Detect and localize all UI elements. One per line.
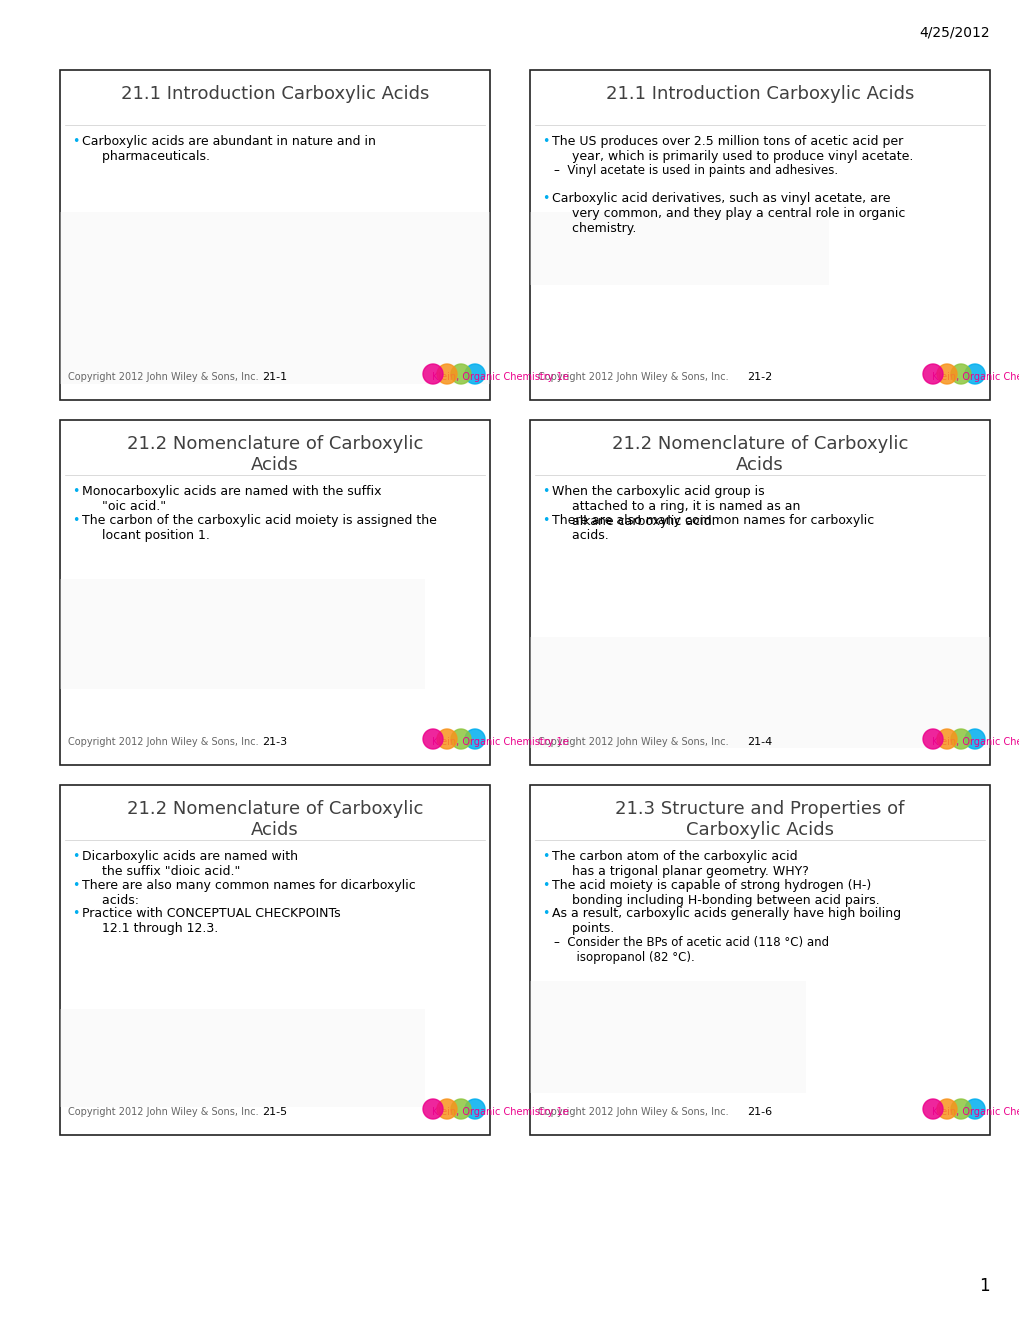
Text: 21.1 Introduction Carboxylic Acids: 21.1 Introduction Carboxylic Acids [120,84,429,103]
Circle shape [450,1100,471,1119]
FancyBboxPatch shape [60,785,489,1135]
Text: •: • [541,850,549,863]
Text: 1: 1 [978,1276,989,1295]
FancyBboxPatch shape [530,420,989,766]
Text: •: • [72,484,79,498]
Text: Carboxylic acid derivatives, such as vinyl acetate, are
     very common, and th: Carboxylic acid derivatives, such as vin… [551,193,905,235]
Text: •: • [72,850,79,863]
Text: –  Vinyl acetate is used in paints and adhesives.: – Vinyl acetate is used in paints and ad… [553,164,838,177]
Text: 21-6: 21-6 [747,1107,771,1117]
Text: Carboxylic acids are abundant in nature and in
     pharmaceuticals.: Carboxylic acids are abundant in nature … [82,135,376,162]
Text: Monocarboxylic acids are named with the suffix
     "oic acid.": Monocarboxylic acids are named with the … [82,484,381,513]
Text: 21.1 Introduction Carboxylic Acids: 21.1 Introduction Carboxylic Acids [605,84,913,103]
Circle shape [465,364,484,384]
Bar [530,213,828,285]
Text: Klein, Organic Chemistry 1e: Klein, Organic Chemistry 1e [931,1107,1019,1117]
Text: The carbon atom of the carboxylic acid
     has a trigonal planar geometry. WHY?: The carbon atom of the carboxylic acid h… [551,850,808,878]
Text: When the carboxylic acid group is
     attached to a ring, it is named as an
   : When the carboxylic acid group is attach… [551,484,800,528]
Text: •: • [541,135,549,148]
FancyBboxPatch shape [60,420,489,766]
FancyBboxPatch shape [530,785,989,1135]
Text: 21.2 Nomenclature of Carboxylic
Acids: 21.2 Nomenclature of Carboxylic Acids [126,800,423,838]
FancyBboxPatch shape [60,70,489,400]
Text: The carbon of the carboxylic acid moiety is assigned the
     locant position 1.: The carbon of the carboxylic acid moiety… [82,513,436,541]
FancyBboxPatch shape [530,70,989,400]
Text: •: • [72,513,79,527]
Circle shape [436,1100,457,1119]
Circle shape [936,364,956,384]
Text: 21-2: 21-2 [747,372,771,381]
Circle shape [950,364,970,384]
Circle shape [950,729,970,748]
Text: •: • [541,879,549,891]
Text: Klein, Organic Chemistry 1e: Klein, Organic Chemistry 1e [931,372,1019,381]
Bar [60,213,489,384]
Text: •: • [541,193,549,205]
Text: Copyright 2012 John Wiley & Sons, Inc.: Copyright 2012 John Wiley & Sons, Inc. [68,1107,259,1117]
Circle shape [465,1100,484,1119]
Text: The US produces over 2.5 million tons of acetic acid per
     year, which is pri: The US produces over 2.5 million tons of… [551,135,912,162]
Circle shape [423,364,442,384]
Text: There are also many common names for dicarboxylic
     acids:: There are also many common names for dic… [82,879,416,907]
Text: The acid moiety is capable of strong hydrogen (H-)
     bonding including H-bond: The acid moiety is capable of strong hyd… [551,879,878,907]
Text: •: • [72,907,79,920]
Circle shape [465,729,484,748]
Text: •: • [72,879,79,891]
Circle shape [450,729,471,748]
Circle shape [964,729,984,748]
Circle shape [936,1100,956,1119]
Text: Copyright 2012 John Wiley & Sons, Inc.: Copyright 2012 John Wiley & Sons, Inc. [537,372,728,381]
Circle shape [950,1100,970,1119]
Text: 4/25/2012: 4/25/2012 [918,25,989,40]
Circle shape [922,1100,943,1119]
Circle shape [436,364,457,384]
Bar [530,981,805,1093]
Text: •: • [541,513,549,527]
Circle shape [423,1100,442,1119]
Text: 21-1: 21-1 [262,372,287,381]
Text: •: • [541,484,549,498]
Text: Klein, Organic Chemistry 1e: Klein, Organic Chemistry 1e [432,372,569,381]
Circle shape [936,729,956,748]
Text: Copyright 2012 John Wiley & Sons, Inc.: Copyright 2012 John Wiley & Sons, Inc. [68,737,259,747]
Text: •: • [72,135,79,148]
Text: Copyright 2012 John Wiley & Sons, Inc.: Copyright 2012 John Wiley & Sons, Inc. [537,737,728,747]
Text: Klein, Organic Chemistry 1e: Klein, Organic Chemistry 1e [432,1107,569,1117]
Text: 21.3 Structure and Properties of
Carboxylic Acids: 21.3 Structure and Properties of Carboxy… [614,800,904,838]
Text: 21-4: 21-4 [747,737,771,747]
Text: •: • [541,907,549,920]
Text: There are also many common names for carboxylic
     acids.: There are also many common names for car… [551,513,873,541]
Circle shape [922,729,943,748]
Circle shape [964,1100,984,1119]
Circle shape [964,364,984,384]
Text: 21-5: 21-5 [262,1107,287,1117]
Bar [530,638,989,747]
Text: Copyright 2012 John Wiley & Sons, Inc.: Copyright 2012 John Wiley & Sons, Inc. [68,372,259,381]
Bar [60,578,425,689]
Circle shape [450,364,471,384]
Circle shape [922,364,943,384]
Circle shape [423,729,442,748]
Text: ​Dicarboxylic acids are named with
     the suffix "​dioic acid.": ​Dicarboxylic acids are named with the s… [82,850,298,878]
Text: Klein, Organic Chemistry 1e: Klein, Organic Chemistry 1e [931,737,1019,747]
Text: As a result, carboxylic acids generally have high boiling
     points.: As a result, carboxylic acids generally … [551,907,900,935]
Text: Klein, Organic Chemistry 1e: Klein, Organic Chemistry 1e [432,737,569,747]
Text: 21.2 Nomenclature of Carboxylic
Acids: 21.2 Nomenclature of Carboxylic Acids [126,436,423,474]
Text: –  Consider the BPs of acetic acid (118 °C) and
      isopropanol (82 °C).: – Consider the BPs of acetic acid (118 °… [553,936,828,964]
Circle shape [436,729,457,748]
Bar [60,1008,425,1107]
Text: Copyright 2012 John Wiley & Sons, Inc.: Copyright 2012 John Wiley & Sons, Inc. [537,1107,728,1117]
Text: Practice with CONCEPTUAL CHECKPOINTs
     12.1 through 12.3.: Practice with CONCEPTUAL CHECKPOINTs 12.… [82,907,340,935]
Text: 21.2 Nomenclature of Carboxylic
Acids: 21.2 Nomenclature of Carboxylic Acids [611,436,907,474]
Text: 21-3: 21-3 [262,737,287,747]
